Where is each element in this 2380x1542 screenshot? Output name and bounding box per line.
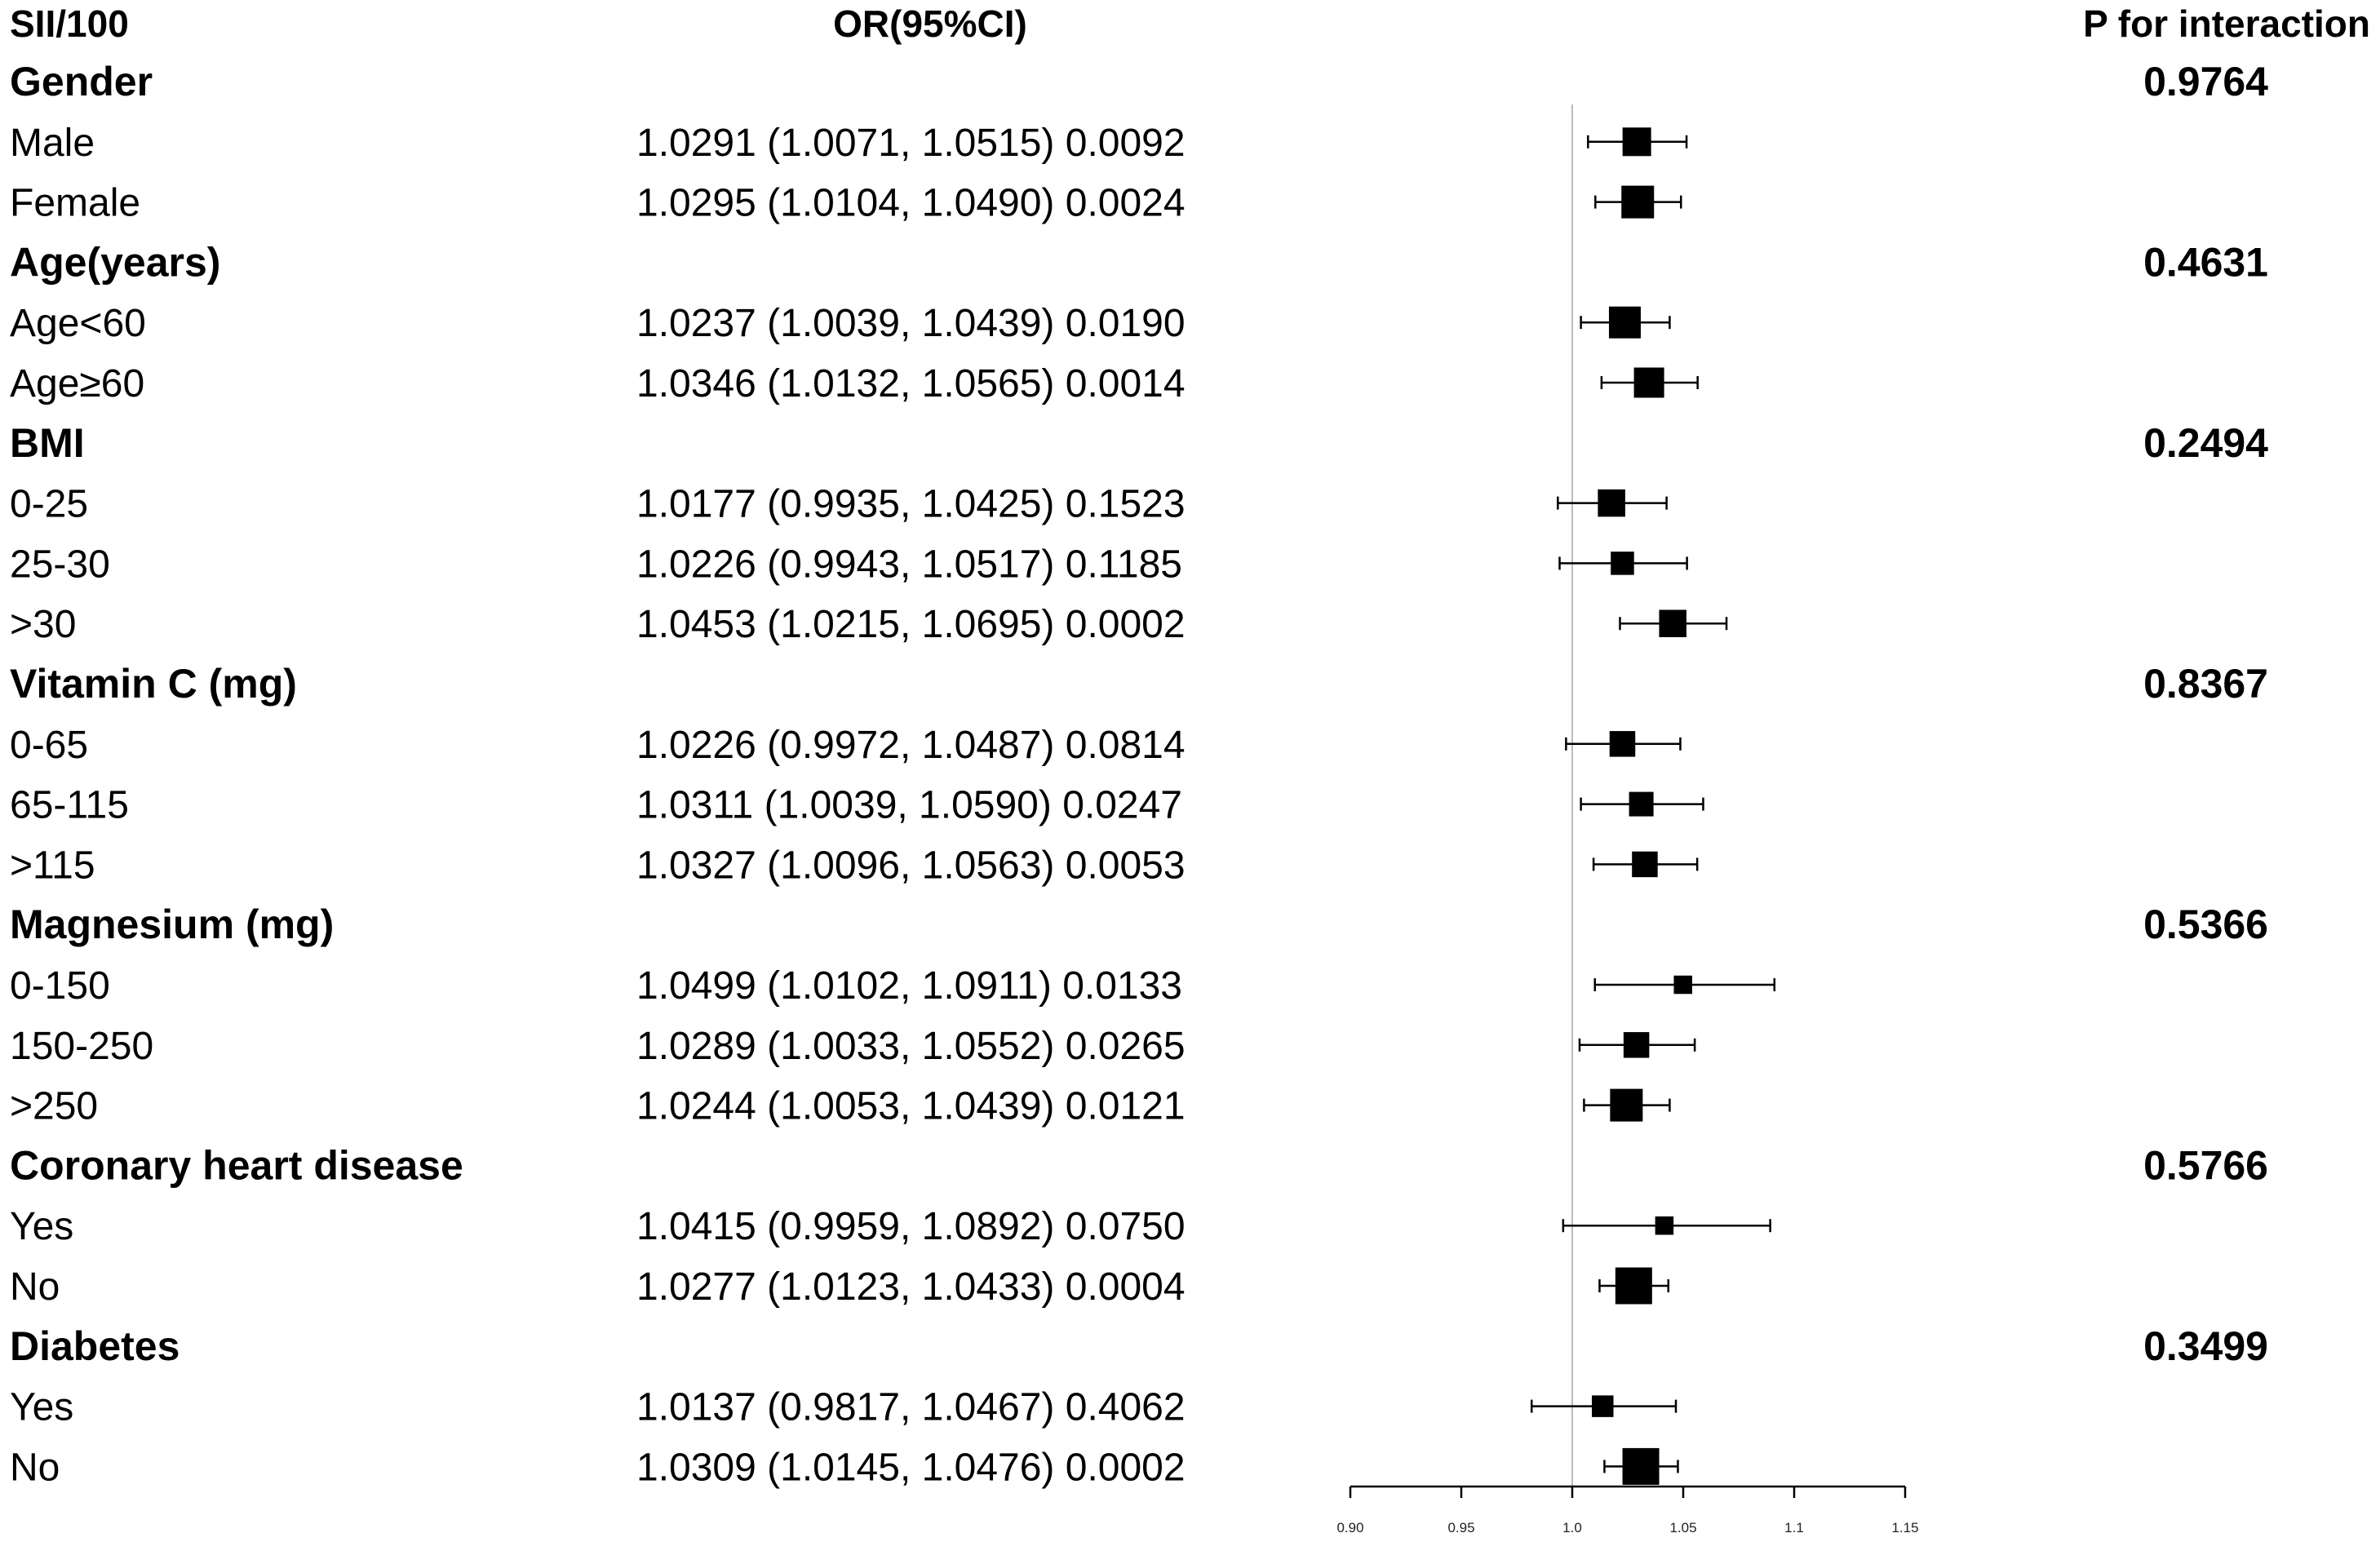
group-label: Gender: [10, 59, 153, 104]
x-tick-label: 1.05: [1669, 1520, 1696, 1535]
estimate-text: 1.0346 (1.0132, 1.0565) 0.0014: [636, 362, 1186, 405]
table-rows: Gender 0.9764 Male 1.0291 (1.0071, 1.0515) …: [10, 59, 2268, 1489]
x-tick-label: 1.1: [1784, 1520, 1804, 1535]
or-marker: [1655, 1216, 1674, 1235]
x-tick-label: 1.0: [1562, 1520, 1582, 1535]
estimate-text: 1.0277 (1.0123, 1.0433) 0.0004: [636, 1265, 1186, 1309]
header-row: SII/100 OR(95%CI) P for interaction: [10, 2, 2370, 45]
or-marker: [1659, 609, 1686, 637]
estimate-text: 1.0226 (0.9943, 1.0517) 0.1185: [636, 543, 1182, 586]
or-marker: [1611, 552, 1634, 575]
p-interaction-value: 0.9764: [2143, 59, 2268, 104]
subgroup-label: Yes: [10, 1205, 73, 1248]
estimate-text: 1.0311 (1.0039, 1.0590) 0.0247: [636, 784, 1182, 827]
subgroup-label: >30: [10, 603, 76, 646]
or-marker: [1629, 791, 1654, 817]
estimate-text: 1.0499 (1.0102, 1.0911) 0.0133: [636, 964, 1182, 1008]
estimate-text: 1.0244 (1.0053, 1.0439) 0.0121: [636, 1085, 1186, 1128]
estimate-text: 1.0289 (1.0033, 1.0552) 0.0265: [636, 1025, 1186, 1068]
subgroup-label: >250: [10, 1085, 98, 1128]
x-tick-label: 0.95: [1447, 1520, 1474, 1535]
estimate-text: 1.0327 (1.0096, 1.0563) 0.0053: [636, 844, 1186, 887]
estimate-text: 1.0453 (1.0215, 1.0695) 0.0002: [636, 603, 1186, 646]
or-marker: [1608, 306, 1641, 339]
estimate-text: 1.0237 (1.0039, 1.0439) 0.0190: [636, 302, 1186, 345]
subgroup-label: Age≥60: [10, 362, 144, 405]
subgroup-label: 0-25: [10, 483, 88, 526]
p-interaction-value: 0.8367: [2143, 661, 2268, 707]
subgroup-label: No: [10, 1446, 60, 1489]
or-marker: [1632, 851, 1658, 878]
or-marker: [1623, 1032, 1650, 1058]
or-marker: [1622, 1447, 1660, 1485]
p-interaction-column-header: P for interaction: [2083, 2, 2370, 45]
estimate-column-header: OR(95%CI): [833, 2, 1027, 45]
or-marker: [1622, 127, 1651, 157]
group-label: Vitamin C (mg): [10, 661, 297, 707]
group-label: Diabetes: [10, 1323, 179, 1369]
group-label: Magnesium (mg): [10, 902, 334, 947]
subgroup-label: 25-30: [10, 543, 110, 586]
subgroup-label: Yes: [10, 1386, 73, 1429]
or-marker: [1610, 1088, 1643, 1122]
or-marker: [1633, 367, 1664, 398]
subgroup-label: 0-65: [10, 724, 88, 767]
subgroup-label: No: [10, 1265, 60, 1309]
subgroup-label: 65-115: [10, 784, 129, 827]
or-marker: [1609, 731, 1636, 757]
group-label: Age(years): [10, 239, 220, 285]
estimate-text: 1.0226 (0.9972, 1.0487) 0.0814: [636, 724, 1186, 767]
x-axis: 0.90 0.95 1.0 1.05 1.1 1.15: [1336, 1485, 1919, 1535]
group-label: BMI: [10, 420, 85, 466]
estimate-text: 1.0309 (1.0145, 1.0476) 0.0002: [636, 1446, 1186, 1489]
p-interaction-value: 0.5766: [2143, 1142, 2268, 1188]
or-marker: [1621, 185, 1655, 219]
or-marker: [1673, 975, 1692, 995]
estimate-text: 1.0295 (1.0104, 1.0490) 0.0024: [636, 182, 1186, 225]
group-label: Coronary heart disease: [10, 1142, 463, 1188]
p-interaction-value: 0.5366: [2143, 902, 2268, 947]
estimate-text: 1.0415 (0.9959, 1.0892) 0.0750: [636, 1205, 1186, 1248]
p-interaction-value: 0.3499: [2143, 1323, 2268, 1369]
estimate-text: 1.0291 (1.0071, 1.0515) 0.0092: [636, 122, 1186, 165]
subgroup-label: Age<60: [10, 302, 146, 345]
x-tick-label: 0.90: [1336, 1520, 1363, 1535]
estimate-text: 1.0177 (0.9935, 1.0425) 0.1523: [636, 483, 1186, 526]
subgroup-label: Female: [10, 182, 140, 225]
subgroup-label: 0-150: [10, 964, 110, 1008]
label-column-header: SII/100: [10, 2, 129, 45]
subgroup-label: >115: [10, 844, 95, 887]
subgroup-label: Male: [10, 122, 95, 165]
p-interaction-value: 0.2494: [2143, 420, 2268, 466]
or-marker: [1598, 489, 1625, 517]
plot-area: [1530, 104, 1776, 1491]
estimate-text: 1.0137 (0.9817, 1.0467) 0.4062: [636, 1386, 1186, 1429]
p-interaction-value: 0.4631: [2143, 239, 2268, 285]
or-marker: [1615, 1267, 1652, 1305]
subgroup-label: 150-250: [10, 1025, 153, 1068]
or-marker: [1592, 1395, 1614, 1417]
x-tick-label: 1.15: [1891, 1520, 1918, 1535]
